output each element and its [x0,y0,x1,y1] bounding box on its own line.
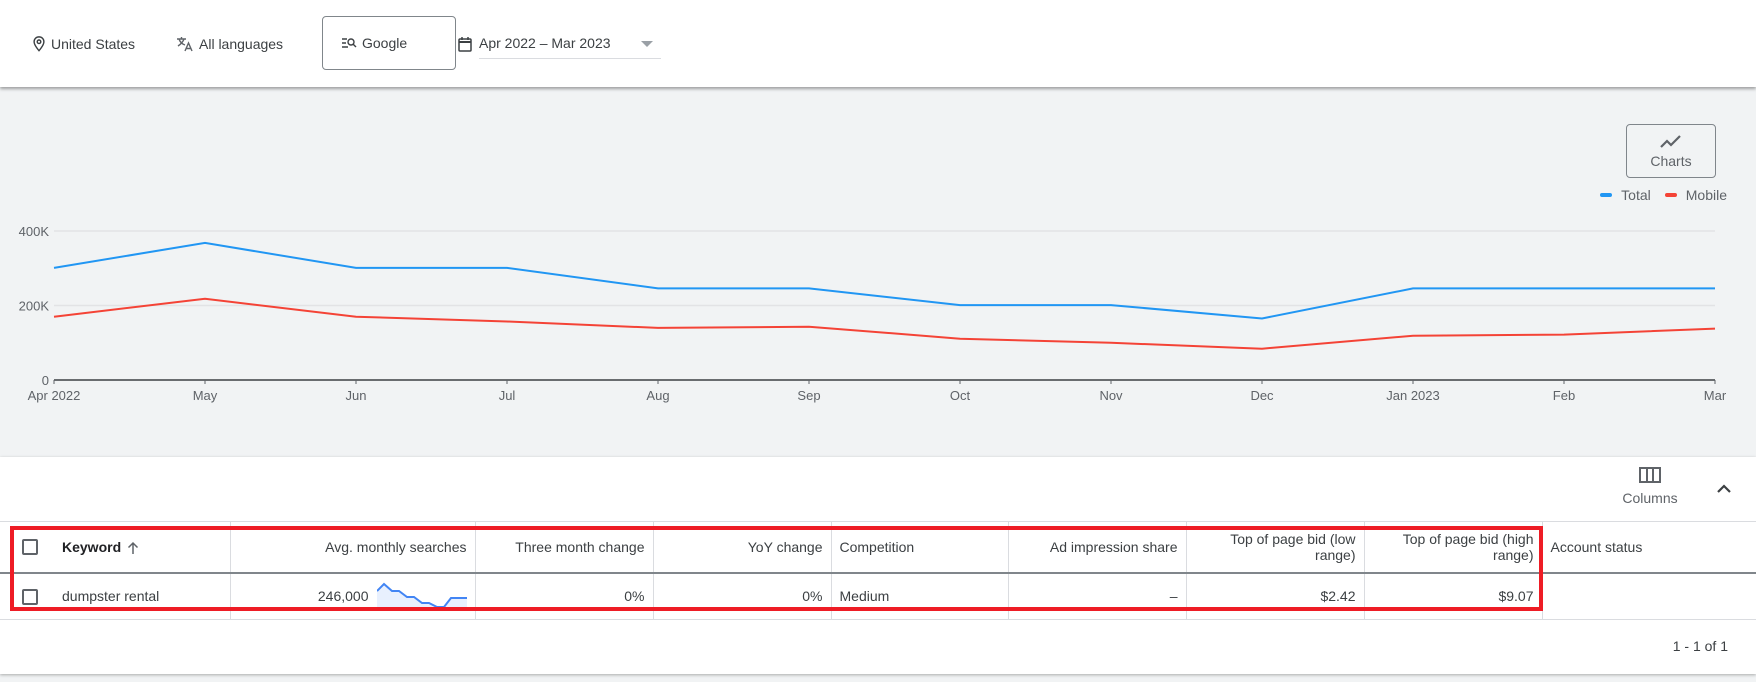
dropdown-caret-icon [641,40,653,47]
calendar-icon [458,36,472,52]
chart-panel [0,87,1756,457]
trend-sparkline [376,582,467,611]
cell-bid-high: $9.07 [1363,572,1542,620]
row-checkbox[interactable] [22,588,38,605]
columns-button[interactable]: Columns [1622,467,1678,519]
legend-item-total: Total [1600,187,1651,203]
keyword-table-panel: Columns Keyword Avg. monthly searches Th… [0,457,1756,674]
cell-avg-monthly-searches: 246,000 [229,572,475,620]
pagination-label: 1 - 1 of 1 [1672,638,1728,654]
svg-text:Sep: Sep [797,388,820,403]
network-filter[interactable]: Google [322,16,456,70]
arrow-up-icon [128,541,139,554]
collapse-button[interactable] [1712,477,1736,501]
svg-text:Aug: Aug [646,388,669,403]
legend-swatch-mobile [1664,193,1677,197]
select-all-checkbox[interactable] [22,539,38,556]
svg-text:Jan 2023: Jan 2023 [1386,388,1440,403]
table-header-row: Keyword Avg. monthly searches Three mont… [0,521,1756,574]
table-row: dumpster rental 246,000 0% 0% Medium – $… [0,572,1756,620]
date-range-label: Apr 2022 – Mar 2023 [479,35,611,51]
cell-three-month-change: 0% [474,572,653,620]
svg-text:Jun: Jun [346,388,367,403]
svg-text:Nov: Nov [1099,388,1123,403]
header-ad-impression-share[interactable]: Ad impression share [1007,521,1186,574]
cell-account-status [1541,572,1756,620]
svg-text:Jul: Jul [499,388,516,403]
svg-text:May: May [193,388,218,403]
columns-button-label: Columns [1622,490,1678,506]
cell-ad-impression-share: – [1007,572,1186,620]
svg-text:Dec: Dec [1250,388,1274,403]
date-range-filter[interactable]: Apr 2022 – Mar 2023 [458,0,661,87]
location-label: United States [51,35,136,52]
cell-bid-low: $2.42 [1185,572,1364,620]
date-range-dropdown[interactable]: Apr 2022 – Mar 2023 [479,29,661,59]
language-filter[interactable]: All languages [176,0,283,87]
legend-label-mobile: Mobile [1685,187,1727,203]
line-chart-icon [1660,134,1681,148]
header-keyword[interactable]: Keyword [52,521,230,574]
location-filter[interactable]: United States [32,0,135,87]
svg-text:400K: 400K [19,224,50,239]
svg-text:Feb: Feb [1553,388,1575,403]
svg-text:0: 0 [42,373,49,388]
columns-icon [1639,467,1661,483]
header-account-status[interactable]: Account status [1541,521,1756,574]
network-label: Google [362,35,408,51]
charts-button[interactable]: Charts [1626,124,1716,178]
svg-text:Oct: Oct [950,388,971,403]
cell-yoy-change: 0% [652,572,831,620]
chart-legend: Total Mobile [1586,187,1727,203]
header-avg-monthly-searches[interactable]: Avg. monthly searches [229,521,475,574]
row-select-cell [0,572,52,620]
language-label: All languages [199,35,284,52]
cell-keyword: dumpster rental [52,572,230,620]
filter-bar: United States All languages Google Apr 2… [0,0,1756,87]
legend-item-mobile: Mobile [1664,187,1727,203]
legend-label-total: Total [1621,187,1651,203]
location-pin-icon [33,35,45,52]
header-competition[interactable]: Competition [830,521,1008,574]
legend-swatch-total [1600,193,1613,197]
header-bid-high[interactable]: Top of page bid (high range) [1363,521,1542,574]
keyword-table: Keyword Avg. monthly searches Three mont… [0,521,1756,620]
search-volume-line-chart: 0 200K 400K Apr 2022 May Jun Jul Aug Sep Oct Nov De… [19,224,1727,403]
header-bid-low[interactable]: Top of page bid (low range) [1185,521,1364,574]
svg-text:200K: 200K [19,299,50,314]
charts-button-label: Charts [1650,152,1692,169]
cell-competition: Medium [830,572,1008,620]
chevron-up-icon [1717,484,1731,493]
svg-text:Apr 2022: Apr 2022 [28,388,81,403]
header-keyword-label: Keyword [62,538,122,555]
translate-icon [177,36,193,51]
header-three-month-change[interactable]: Three month change [474,521,653,574]
avg-monthly-value: 246,000 [317,588,369,605]
select-all-cell [0,521,52,574]
search-network-icon [342,38,357,48]
header-yoy-change[interactable]: YoY change [652,521,831,574]
svg-text:Mar: Mar [1704,388,1727,403]
